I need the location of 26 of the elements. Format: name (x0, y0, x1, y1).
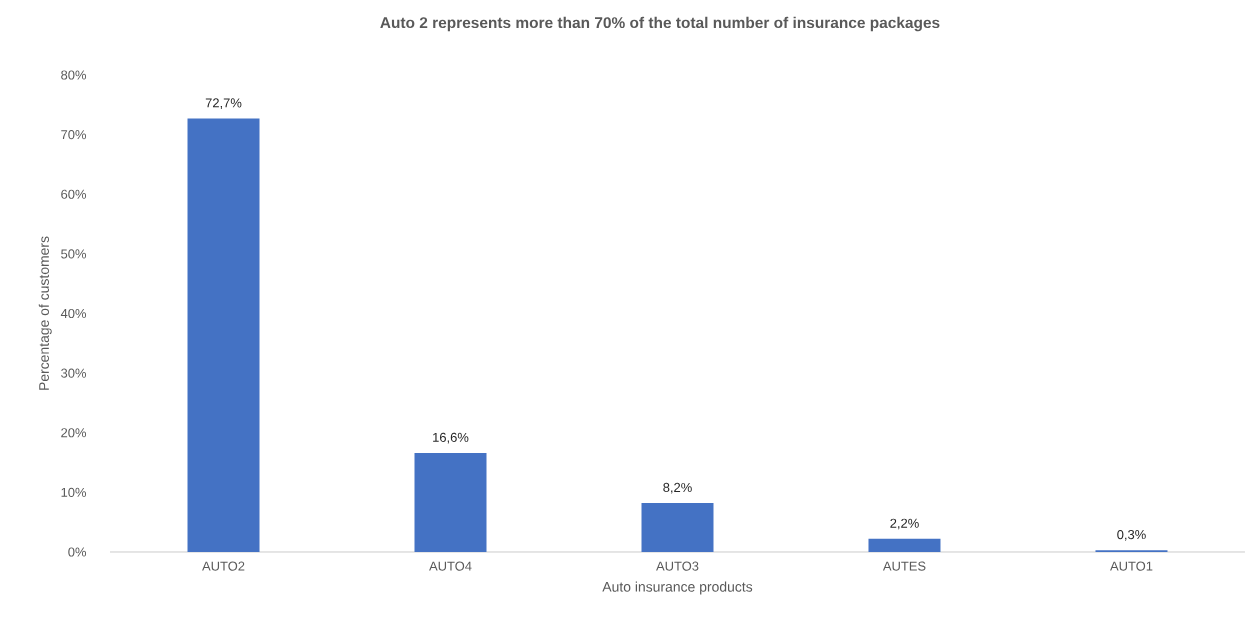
bar (868, 538, 941, 552)
y-tick-label: 10% (61, 487, 87, 497)
y-tick-label: 70% (61, 130, 87, 140)
x-tick-label: AUTO3 (656, 561, 699, 571)
data-label: 16,6% (433, 432, 469, 444)
y-tick-label: 60% (61, 189, 87, 199)
data-label: 2,2% (890, 518, 919, 530)
data-label: 72,7% (205, 98, 242, 109)
data-label: 8,2% (663, 482, 692, 494)
y-tick-label: 50% (61, 249, 87, 259)
data-label: 0,3% (1117, 529, 1146, 541)
y-axis-title: Percentage of customers (38, 236, 52, 390)
y-tick-label: 30% (61, 368, 87, 378)
x-axis-title: Auto insurance products (602, 581, 753, 595)
x-tick-label: AUTO4 (429, 561, 472, 571)
y-tick-label: 40% (60, 308, 87, 319)
bar (641, 503, 714, 552)
y-tick-label: 20% (61, 428, 87, 438)
y-tick-label: 0% (68, 547, 87, 557)
x-tick-label: AUTES (882, 561, 926, 571)
y-tick-label: 80% (61, 70, 87, 80)
bar (414, 453, 487, 552)
x-tick-label: AUTO1 (1110, 561, 1153, 571)
x-tick-label: AUTO2 (202, 561, 245, 571)
chart-title: Auto 2 represents more than 70% of the total number of insurance packages (380, 16, 940, 32)
bar (187, 118, 260, 552)
